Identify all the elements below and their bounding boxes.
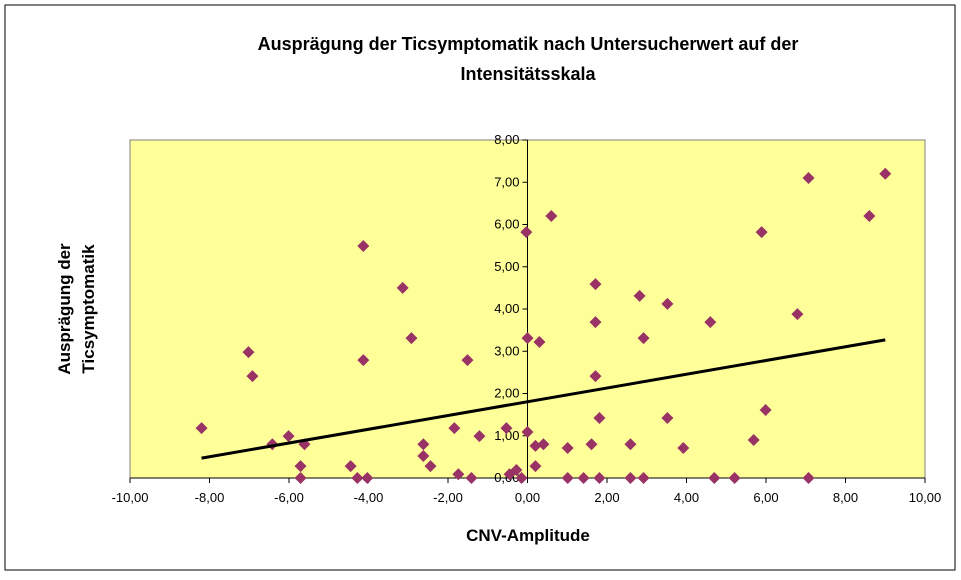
data-point	[593, 412, 606, 425]
data-point	[246, 370, 259, 383]
x-tick-label: 2,00	[594, 490, 619, 505]
data-point	[624, 438, 637, 451]
data-point	[452, 468, 465, 481]
y-tick-label: 7,00	[494, 174, 519, 189]
x-tick-label: -2,00	[433, 490, 463, 505]
x-tick-label: 0,00	[515, 490, 540, 505]
chart-title: Ausprägung der Ticsymptomatik nach Unter…	[258, 34, 799, 54]
data-point	[520, 226, 533, 239]
data-point	[529, 460, 542, 473]
data-point	[589, 316, 602, 329]
y-tick-label: 4,00	[494, 301, 519, 316]
x-tick-label: 10,00	[909, 490, 942, 505]
x-tick-label: -10,00	[112, 490, 149, 505]
data-point	[417, 438, 430, 451]
y-tick-label: 5,00	[494, 259, 519, 274]
data-point	[589, 278, 602, 291]
data-point	[357, 240, 370, 253]
data-point	[357, 354, 370, 367]
x-tick-label: -4,00	[354, 490, 384, 505]
data-point	[405, 332, 418, 345]
data-point	[637, 332, 650, 345]
data-point	[633, 289, 646, 302]
data-point	[294, 460, 307, 473]
data-point	[791, 308, 804, 321]
data-point	[537, 438, 550, 451]
data-point	[677, 442, 690, 455]
data-point	[344, 460, 357, 473]
data-point	[704, 316, 717, 329]
data-point	[424, 460, 437, 473]
x-tick-label: 4,00	[674, 490, 699, 505]
data-point	[417, 450, 430, 463]
data-point	[879, 167, 892, 180]
data-point	[465, 472, 478, 484]
data-point	[361, 472, 374, 484]
data-point	[802, 172, 815, 185]
data-point	[521, 425, 534, 438]
data-point	[661, 297, 674, 310]
data-point	[863, 210, 876, 223]
data-point	[294, 472, 307, 484]
data-point	[708, 472, 721, 484]
x-tick-label: -6,00	[274, 490, 304, 505]
data-point	[802, 472, 815, 484]
data-point	[533, 335, 546, 348]
trendline	[201, 338, 886, 460]
data-point	[510, 463, 523, 476]
data-point	[661, 412, 674, 425]
x-tick-label: 8,00	[833, 490, 858, 505]
data-point	[593, 472, 606, 484]
data-point	[759, 403, 772, 416]
data-point	[561, 472, 574, 484]
data-point	[282, 430, 295, 443]
y-axis-title: Ticsymptomatik	[79, 244, 98, 374]
data-point	[396, 281, 409, 294]
data-point	[515, 472, 528, 484]
y-tick-label: 8,00	[494, 132, 519, 147]
y-tick-label: 6,00	[494, 217, 519, 232]
y-axis-title: Ausprägung der	[55, 243, 74, 375]
data-point	[637, 472, 650, 484]
data-point	[577, 472, 590, 484]
data-point	[585, 438, 598, 451]
data-point	[545, 210, 558, 223]
y-tick-label: 2,00	[494, 386, 519, 401]
data-point	[561, 442, 574, 455]
data-point	[473, 430, 486, 443]
data-point	[521, 332, 534, 345]
data-point	[242, 346, 255, 359]
data-point	[195, 422, 208, 435]
data-point	[624, 472, 637, 484]
data-point	[747, 433, 760, 446]
data-point	[351, 472, 364, 484]
y-tick-label: 1,00	[494, 428, 519, 443]
x-tick-label: 6,00	[753, 490, 778, 505]
chart-title: Intensitätsskala	[460, 64, 596, 84]
data-point	[589, 370, 602, 383]
data-point	[755, 226, 768, 239]
data-point	[448, 422, 461, 435]
data-point	[500, 422, 513, 435]
y-tick-label: 3,00	[494, 343, 519, 358]
data-point	[529, 439, 542, 452]
data-point	[461, 354, 474, 367]
x-tick-label: -8,00	[195, 490, 225, 505]
data-point	[728, 472, 741, 484]
x-axis-title: CNV-Amplitude	[466, 526, 590, 545]
